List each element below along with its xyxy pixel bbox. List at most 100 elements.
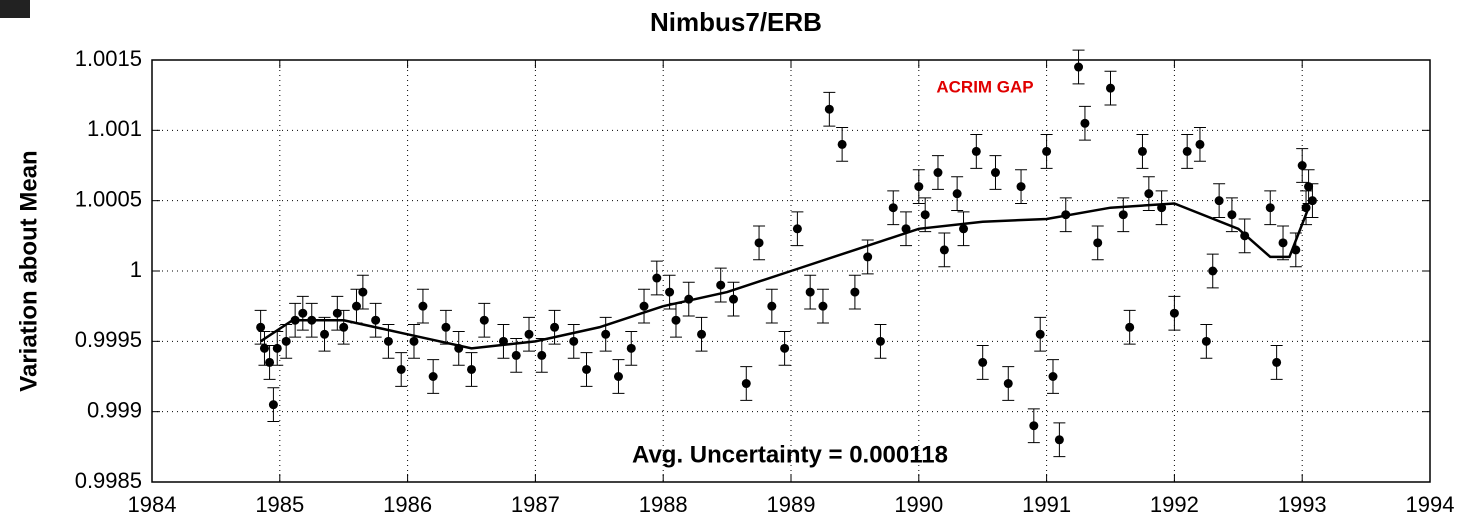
data-point xyxy=(298,309,307,318)
data-point xyxy=(729,295,738,304)
data-point xyxy=(972,147,981,156)
x-tick-label: 1992 xyxy=(1150,492,1199,517)
logo xyxy=(0,0,30,18)
y-tick-label: 1.0005 xyxy=(75,186,142,211)
data-point xyxy=(1106,84,1115,93)
data-point xyxy=(1266,203,1275,212)
data-point xyxy=(991,168,1000,177)
data-point xyxy=(397,365,406,374)
data-point xyxy=(1055,435,1064,444)
data-point xyxy=(1298,161,1307,170)
data-point xyxy=(767,302,776,311)
data-point xyxy=(273,344,282,353)
data-point xyxy=(959,224,968,233)
data-point xyxy=(358,288,367,297)
data-point xyxy=(940,245,949,254)
data-point xyxy=(418,302,427,311)
annotation: ACRIM GAP xyxy=(936,77,1033,96)
data-point xyxy=(1036,330,1045,339)
data-point xyxy=(921,210,930,219)
data-point xyxy=(429,372,438,381)
data-point xyxy=(652,274,661,283)
data-point xyxy=(1170,309,1179,318)
y-tick-label: 1.0015 xyxy=(75,46,142,71)
data-point xyxy=(665,288,674,297)
data-point xyxy=(716,281,725,290)
data-point xyxy=(697,330,706,339)
chart-title: Nimbus7/ERB xyxy=(650,7,822,37)
y-axis-label: Variation about Mean xyxy=(15,150,42,391)
data-point xyxy=(876,337,885,346)
data-point xyxy=(614,372,623,381)
data-point xyxy=(850,288,859,297)
x-tick-label: 1989 xyxy=(767,492,816,517)
data-point xyxy=(780,344,789,353)
x-tick-label: 1988 xyxy=(639,492,688,517)
data-point xyxy=(537,351,546,360)
data-point xyxy=(467,365,476,374)
data-point xyxy=(1119,210,1128,219)
data-point xyxy=(269,400,278,409)
x-tick-label: 1993 xyxy=(1278,492,1327,517)
data-point xyxy=(512,351,521,360)
data-point xyxy=(1042,147,1051,156)
x-tick-label: 1986 xyxy=(383,492,432,517)
y-tick-label: 1 xyxy=(130,257,142,282)
data-point xyxy=(793,224,802,233)
data-point xyxy=(282,337,291,346)
data-point xyxy=(1048,372,1057,381)
data-point xyxy=(1093,238,1102,247)
data-point xyxy=(825,105,834,114)
data-point xyxy=(384,337,393,346)
y-tick-label: 1.001 xyxy=(87,116,142,141)
data-point xyxy=(1004,379,1013,388)
y-tick-label: 0.9995 xyxy=(75,327,142,352)
x-tick-label: 1994 xyxy=(1406,492,1455,517)
data-point xyxy=(1074,63,1083,72)
data-point xyxy=(409,337,418,346)
data-point xyxy=(582,365,591,374)
data-point xyxy=(640,302,649,311)
data-point xyxy=(256,323,265,332)
data-point xyxy=(914,182,923,191)
data-point xyxy=(806,288,815,297)
data-point xyxy=(742,379,751,388)
data-point xyxy=(755,238,764,247)
data-point xyxy=(627,344,636,353)
x-tick-label: 1991 xyxy=(1022,492,1071,517)
data-point xyxy=(889,203,898,212)
data-point xyxy=(339,323,348,332)
data-point xyxy=(671,316,680,325)
data-point xyxy=(371,316,380,325)
data-point xyxy=(1017,182,1026,191)
data-point xyxy=(978,358,987,367)
data-point xyxy=(1138,147,1147,156)
data-point xyxy=(818,302,827,311)
data-point xyxy=(933,168,942,177)
chart: Nimbus7/ERB Variation about Mean 0.9985 0… xyxy=(0,0,1472,524)
x-tick-label: 1990 xyxy=(894,492,943,517)
data-point xyxy=(863,252,872,261)
data-point xyxy=(601,330,610,339)
data-point xyxy=(441,323,450,332)
x-tick-label: 1984 xyxy=(128,492,177,517)
data-point xyxy=(1144,189,1153,198)
data-point xyxy=(1029,421,1038,430)
data-point xyxy=(569,337,578,346)
annotation: Avg. Uncertainty = 0.000118 xyxy=(632,441,948,468)
x-tick-label: 1987 xyxy=(511,492,560,517)
y-tick-label: 0.9985 xyxy=(75,468,142,493)
data-point xyxy=(1215,196,1224,205)
data-point xyxy=(550,323,559,332)
data-point xyxy=(525,330,534,339)
data-point xyxy=(953,189,962,198)
x-tick-label: 1985 xyxy=(255,492,304,517)
data-point xyxy=(1195,140,1204,149)
data-point xyxy=(1125,323,1134,332)
data-point xyxy=(1080,119,1089,128)
data-point xyxy=(320,330,329,339)
data-point xyxy=(1183,147,1192,156)
y-tick-label: 0.999 xyxy=(87,397,142,422)
data-point xyxy=(838,140,847,149)
data-point xyxy=(1202,337,1211,346)
